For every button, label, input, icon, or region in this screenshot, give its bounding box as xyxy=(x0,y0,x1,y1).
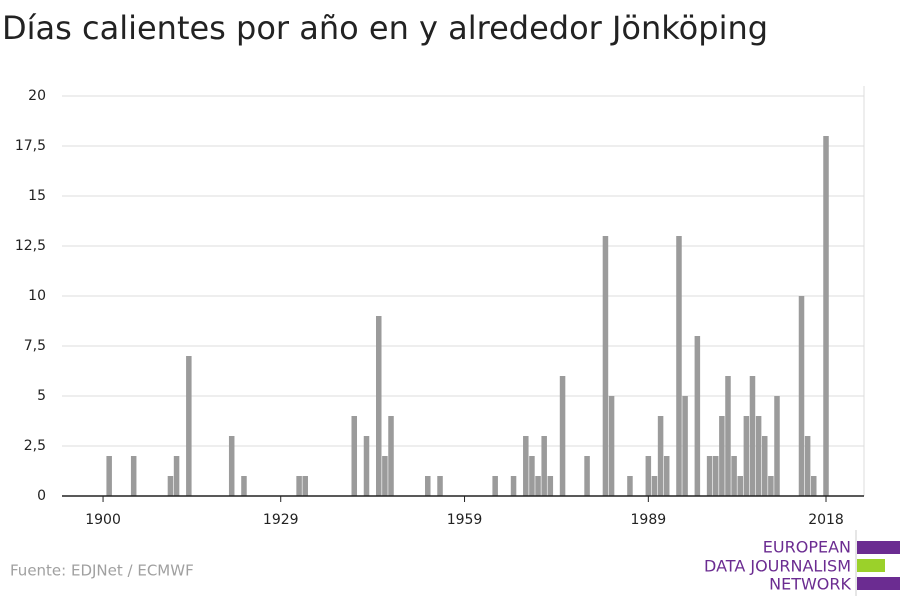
y-tick-label: 10 xyxy=(28,288,46,304)
bar xyxy=(425,476,431,496)
bar xyxy=(602,236,609,496)
bar xyxy=(492,476,498,496)
x-tick-label: 1900 xyxy=(85,512,121,528)
logo-text: NETWORK xyxy=(769,575,851,594)
bar xyxy=(627,476,633,496)
bar xyxy=(608,396,615,496)
y-tick-label: 0 xyxy=(37,488,46,504)
y-tick-label: 17,5 xyxy=(15,138,46,154)
bar xyxy=(167,476,174,496)
logo-bar xyxy=(857,577,900,590)
bar xyxy=(584,456,590,496)
bar xyxy=(559,376,566,496)
bar xyxy=(535,476,541,496)
y-tick-label: 2,5 xyxy=(24,438,46,454)
bar xyxy=(382,456,388,496)
bar xyxy=(682,396,688,496)
bar xyxy=(798,296,805,496)
x-tick-label: 1929 xyxy=(263,512,299,528)
bar xyxy=(645,456,652,496)
bar xyxy=(719,416,725,496)
logo-text: EUROPEAN xyxy=(763,538,851,557)
bar xyxy=(749,376,756,496)
bar xyxy=(541,436,547,496)
y-tick-label: 7,5 xyxy=(24,338,46,354)
bar xyxy=(725,376,731,496)
y-tick-label: 20 xyxy=(28,88,46,104)
bar xyxy=(657,416,664,496)
logo-bar xyxy=(857,541,900,554)
bar xyxy=(186,356,192,496)
bar xyxy=(296,476,302,496)
bar xyxy=(823,136,829,496)
bar xyxy=(737,476,743,496)
bar xyxy=(523,436,529,496)
bar xyxy=(241,476,247,496)
bar xyxy=(694,336,701,496)
bar xyxy=(761,436,768,496)
bar xyxy=(302,476,308,496)
bar xyxy=(811,476,817,496)
bar xyxy=(743,416,750,496)
y-tick-label: 5 xyxy=(37,388,46,404)
bar xyxy=(173,456,180,496)
x-tick-label: 2018 xyxy=(808,512,844,528)
bar xyxy=(363,436,370,496)
bar xyxy=(731,456,737,496)
bar xyxy=(106,456,112,496)
chart-title: Días calientes por año en y alrededor Jö… xyxy=(2,9,768,47)
y-tick-label: 15 xyxy=(28,188,46,204)
bar xyxy=(437,476,443,496)
logo-bar xyxy=(857,559,885,572)
source: Fuente: EDJNet / ECMWF xyxy=(10,562,194,580)
logo-text: DATA JOURNALISM xyxy=(704,557,851,576)
bar xyxy=(663,456,670,496)
y-tick-label: 12,5 xyxy=(15,238,46,254)
bar xyxy=(706,456,713,496)
bar xyxy=(351,416,358,496)
bar xyxy=(651,476,658,496)
bar xyxy=(375,316,382,496)
bar xyxy=(768,476,774,496)
bar xyxy=(676,236,682,496)
x-tick-label: 1989 xyxy=(631,512,667,528)
bar xyxy=(130,456,137,496)
bar xyxy=(510,476,517,496)
bar xyxy=(529,456,535,496)
bar xyxy=(547,476,554,496)
bar xyxy=(755,416,762,496)
bar xyxy=(804,436,811,496)
bar xyxy=(228,436,235,496)
bar xyxy=(388,416,394,496)
bar xyxy=(712,456,719,496)
bar xyxy=(774,396,780,496)
x-tick-label: 1959 xyxy=(447,512,483,528)
